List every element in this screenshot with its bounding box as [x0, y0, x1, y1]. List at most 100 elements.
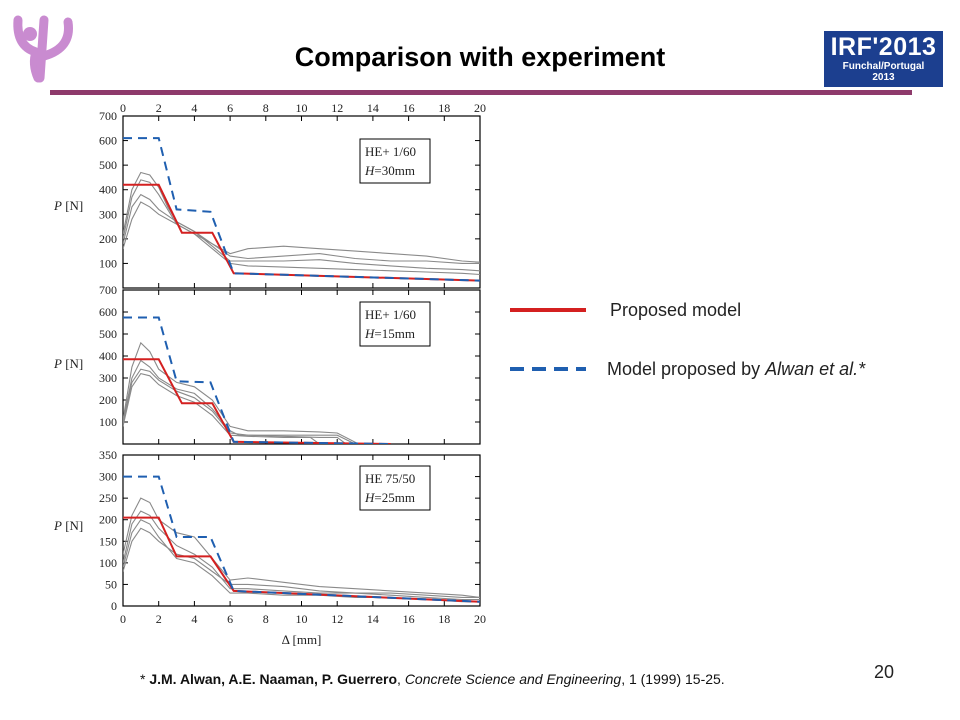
x-tick-label: 20 [474, 101, 486, 115]
annotation-box [359, 301, 431, 347]
x-tick-label: 6 [227, 612, 233, 626]
chart-panel-3: 0 50 100 150 200 250 300 350 0 2 4 6 8 10 12 14 16 18 20 P … [53, 448, 486, 647]
y-tick-label: 100 [99, 256, 117, 270]
x-tick-label: 6 [227, 101, 233, 115]
annotation-material: HE+ 1/60 [365, 144, 416, 159]
conference-logo: IRF'2013 Funchal/Portugal 2013 [824, 31, 943, 87]
x-tick-label: 18 [438, 612, 450, 626]
series-alwan [123, 475, 480, 603]
y-tick-label: 600 [99, 134, 117, 148]
y-axis-label-unit: [N] [62, 356, 83, 371]
reference-citation: * J.M. Alwan, A.E. Naaman, P. Guerrero , … [140, 671, 725, 687]
y-tick-label: 200 [99, 232, 117, 246]
x-tick-label: 14 [367, 612, 379, 626]
annotation-h-label: H [364, 163, 375, 178]
annotation-material: HE 75/50 [365, 471, 415, 486]
legend-alwan-name: Alwan et al.* [765, 359, 866, 379]
annotation-height: H=30mm [364, 163, 415, 178]
page-number: 20 [874, 662, 895, 682]
experiment-curve-4 [123, 341, 359, 444]
x-tick-label: 12 [331, 612, 343, 626]
x-tick-label: 0 [120, 612, 126, 626]
annotation-height: H=25mm [364, 490, 415, 505]
y-tick-label: 400 [99, 349, 117, 363]
x-tick-label: 20 [474, 612, 486, 626]
series-alwan [123, 137, 480, 282]
annotation-box [359, 138, 431, 184]
x-tick-label: 10 [296, 612, 308, 626]
legend-proposed-label: Proposed model [610, 300, 742, 320]
panel-data [123, 475, 480, 603]
y-tick-label: 700 [99, 283, 117, 297]
x-tick-label: 4 [191, 612, 197, 626]
annotation-h-value: =30mm [374, 163, 415, 178]
annotation-height: H=15mm [364, 326, 415, 341]
x-tick-label: 4 [191, 101, 197, 115]
y-tick-label: 700 [99, 109, 117, 123]
y-tick-label: 400 [99, 183, 117, 197]
series-proposed [123, 183, 480, 282]
conference-logo-location: Funchal/Portugal [842, 61, 925, 72]
x-tick-label: 12 [331, 101, 343, 115]
y-tick-label: 500 [99, 158, 117, 172]
panel-data [123, 137, 480, 282]
x-tick-label: 18 [438, 101, 450, 115]
chart-panel-2: 100 200 300 400 500 600 700 P [N] HE+ 1/60 H=15mm [53, 283, 481, 445]
ref-sep: , [397, 671, 405, 687]
experiment-curve-2 [123, 368, 347, 444]
legend-alwan-prefix: Model proposed by [607, 359, 766, 379]
y-tick-label: 300 [99, 207, 117, 221]
y-axis-label-var: P [53, 198, 62, 213]
x-tick-label: 16 [403, 101, 415, 115]
experiment-curve-3 [123, 372, 320, 444]
y-axis-label: P [N] [53, 518, 83, 533]
annotation-h-value: =25mm [374, 490, 415, 505]
y-tick-label: 350 [99, 448, 117, 462]
y-tick-label: 100 [99, 415, 117, 429]
x-tick-label: 16 [403, 612, 415, 626]
y-tick-label: 100 [99, 556, 117, 570]
annotation-box [359, 465, 431, 511]
conference-logo-text: IRF'2013 [830, 33, 937, 61]
y-axis-label-unit: [N] [62, 198, 83, 213]
psi-logo-icon [12, 12, 76, 92]
title-divider [50, 90, 912, 95]
page-title: Comparison with experiment [294, 42, 666, 72]
x-tick-label: 0 [120, 101, 126, 115]
experiment-curve-1 [123, 359, 356, 444]
x-tick-label: 10 [296, 101, 308, 115]
annotation-material: HE+ 1/60 [365, 307, 416, 322]
y-tick-label: 200 [99, 393, 117, 407]
y-tick-label: 200 [99, 513, 117, 527]
y-tick-label: 600 [99, 305, 117, 319]
x-tick-label: 2 [156, 612, 162, 626]
ref-journal: Concrete Science and Engineering [404, 671, 622, 687]
y-tick-label: 50 [105, 577, 117, 591]
legend-alwan-label: Model proposed by Alwan et al.* [607, 359, 865, 380]
x-tick-label: 8 [263, 101, 269, 115]
experiment-curve-1 [123, 497, 480, 598]
y-tick-label: 300 [99, 371, 117, 385]
y-tick-label: 150 [99, 534, 117, 548]
y-axis-label-var: P [53, 518, 62, 533]
y-axis-label: P [N] [53, 356, 83, 371]
y-tick-label: 300 [99, 470, 117, 484]
annotation-h-label: H [364, 490, 375, 505]
y-tick-label: 250 [99, 491, 117, 505]
ref-prefix: * [140, 671, 150, 687]
experiment-curve-2 [123, 510, 480, 601]
x-axis-label: Δ [mm] [282, 632, 322, 647]
annotation-h-label: H [364, 326, 375, 341]
panel-data [123, 316, 391, 444]
ref-authors: J.M. Alwan, A.E. Naaman, P. Guerrero [149, 671, 398, 687]
y-tick-label: 500 [99, 327, 117, 341]
ref-rest: , 1 (1999) 15-25. [621, 671, 725, 687]
series-alwan [123, 316, 391, 444]
y-axis-label: P [N] [53, 198, 83, 213]
y-axis-label-var: P [53, 356, 62, 371]
annotation-h-value: =15mm [374, 326, 415, 341]
x-tick-label: 2 [156, 101, 162, 115]
